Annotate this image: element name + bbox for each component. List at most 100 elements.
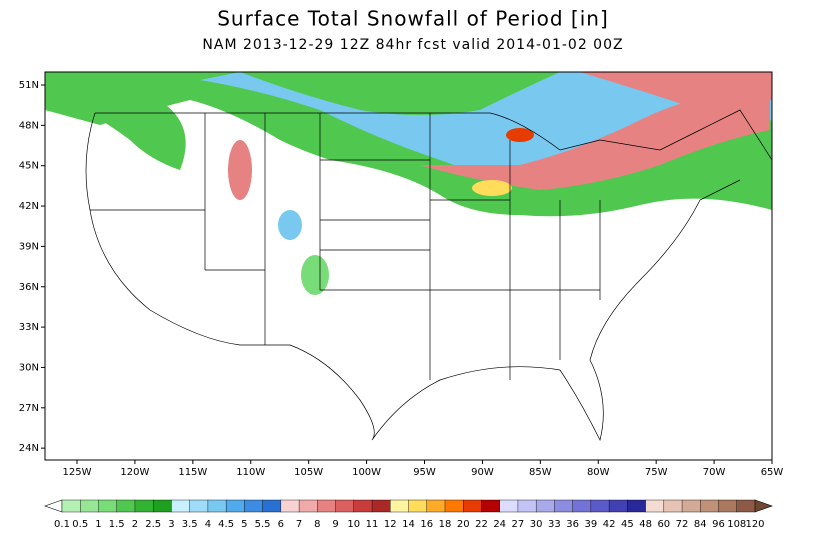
colorbar-label: 48 bbox=[639, 519, 652, 530]
colorbar-label: 3.5 bbox=[182, 519, 198, 530]
colorbar-swatch bbox=[189, 499, 209, 513]
colorbar-label: 0.5 bbox=[72, 519, 88, 530]
lon-label: 120W bbox=[120, 467, 149, 478]
colorbar-swatch bbox=[535, 499, 555, 513]
colorbar-label: 30 bbox=[530, 519, 543, 530]
lon-label: 95W bbox=[413, 467, 436, 478]
colorbar-label: 84 bbox=[694, 519, 707, 530]
snow-red bbox=[420, 90, 770, 190]
colorbar-swatch bbox=[225, 499, 245, 513]
colorbar-label: 12 bbox=[384, 519, 397, 530]
colorbar-label: 8 bbox=[314, 519, 320, 530]
colorbar-label: 11 bbox=[366, 519, 379, 530]
lat-label: 45N bbox=[19, 161, 39, 172]
colorbar-label: 3 bbox=[168, 519, 174, 530]
colorbar-label: 6 bbox=[278, 519, 284, 530]
colorbar-swatch bbox=[736, 499, 756, 513]
colorbar-label: 0.1 bbox=[54, 519, 70, 530]
colorbar-arrow-left bbox=[44, 499, 63, 513]
colorbar-swatch bbox=[80, 499, 99, 513]
colorbar-label: 18 bbox=[439, 519, 452, 530]
colorbar-label: 10 bbox=[347, 519, 360, 530]
colorbar-swatch bbox=[262, 499, 282, 513]
lon-label: 110W bbox=[236, 467, 265, 478]
colorbar-label: 39 bbox=[585, 519, 598, 530]
colorbar-label: 7 bbox=[296, 519, 302, 530]
colorbar-label: 24 bbox=[493, 519, 506, 530]
colorbar-swatch bbox=[134, 499, 154, 513]
colorbar-label: 5 bbox=[241, 519, 247, 530]
title: Surface Total Snowfall of Period [in] bbox=[217, 7, 609, 31]
lon-label: 75W bbox=[645, 467, 668, 478]
colorbar-swatch bbox=[645, 499, 665, 513]
colorbar-swatch bbox=[98, 499, 118, 513]
state-borders bbox=[90, 113, 601, 380]
colorbar-swatch bbox=[280, 499, 300, 513]
colorbar-swatch bbox=[335, 499, 355, 513]
colorbar-swatch bbox=[171, 499, 191, 513]
map-frame bbox=[44, 71, 773, 461]
snow-west bbox=[50, 72, 186, 170]
lon-label: 115W bbox=[178, 467, 207, 478]
colorbar-label: 96 bbox=[712, 519, 725, 530]
colorbar: 0.1 0.5 1 1.5 2 2.5 3 3.5 4 4.5 5 5.5 6 7 8 9 10 11 12 14 16… bbox=[44, 499, 773, 530]
colorbar-label: 27 bbox=[512, 519, 525, 530]
colorbar-label: 72 bbox=[676, 519, 689, 530]
lon-label: 105W bbox=[294, 467, 323, 478]
subtitle: NAM 2013-12-29 12Z 84hr fcst valid 2014-… bbox=[202, 37, 623, 53]
colorbar-swatch bbox=[481, 499, 501, 513]
lon-label: 65W bbox=[761, 467, 784, 478]
colorbar-swatch bbox=[572, 499, 592, 513]
map bbox=[44, 71, 773, 461]
colorbar-swatch bbox=[590, 499, 610, 513]
colorbar-label: 20 bbox=[457, 519, 470, 530]
colorbar-swatch bbox=[116, 499, 136, 513]
colorbar-swatch bbox=[317, 499, 337, 513]
colorbar-label: 42 bbox=[603, 519, 616, 530]
colorbar-label: 108 bbox=[727, 519, 746, 530]
lon-label: 100W bbox=[352, 467, 381, 478]
colorbar-swatch bbox=[298, 499, 318, 513]
colorbar-swatch bbox=[152, 499, 172, 513]
lat-label: 30N bbox=[19, 362, 39, 373]
snow-rockies bbox=[228, 140, 252, 200]
snow-red-ne bbox=[580, 72, 772, 110]
snow-colorado bbox=[278, 210, 302, 240]
lon-label: 70W bbox=[703, 467, 726, 478]
colorbar-swatch bbox=[61, 499, 81, 513]
colorbar-swatch bbox=[517, 499, 537, 513]
colorbar-label: 1.5 bbox=[109, 519, 125, 530]
lat-label: 24N bbox=[19, 443, 39, 454]
lat-label: 39N bbox=[19, 241, 39, 252]
colorbar-label: 2 bbox=[132, 519, 138, 530]
colorbar-label: 22 bbox=[475, 519, 488, 530]
colorbar-swatch bbox=[408, 499, 428, 513]
lat-label: 48N bbox=[19, 120, 39, 131]
lon-label: 125W bbox=[63, 467, 92, 478]
colorbar-label: 33 bbox=[548, 519, 561, 530]
colorbar-swatch bbox=[499, 499, 519, 513]
colorbar-label: 5.5 bbox=[255, 519, 271, 530]
colorbar-label: 16 bbox=[420, 519, 433, 530]
colorbar-swatch bbox=[371, 499, 391, 513]
colorbar-label: 36 bbox=[566, 519, 579, 530]
lat-label: 27N bbox=[19, 403, 39, 414]
colorbar-swatch bbox=[426, 499, 446, 513]
colorbar-swatch bbox=[663, 499, 683, 513]
colorbar-label: 45 bbox=[621, 519, 634, 530]
colorbar-swatch bbox=[463, 499, 482, 513]
lat-label: 36N bbox=[19, 282, 39, 293]
axes: 51N 48N 45N 42N 39N 36N 33N 30N 27N 24N 125W 120W 11… bbox=[19, 80, 784, 478]
lon-label: 85W bbox=[529, 467, 552, 478]
colorbar-swatch bbox=[207, 499, 227, 513]
colorbar-swatch bbox=[681, 499, 701, 513]
snow-max-lake bbox=[506, 128, 534, 142]
snow-nm bbox=[301, 255, 329, 295]
lon-label: 80W bbox=[587, 467, 610, 478]
colorbar-label: 14 bbox=[402, 519, 415, 530]
colorbar-swatch bbox=[390, 499, 409, 513]
colorbar-label: 1 bbox=[95, 519, 101, 530]
colorbar-arrow-right bbox=[754, 499, 773, 513]
